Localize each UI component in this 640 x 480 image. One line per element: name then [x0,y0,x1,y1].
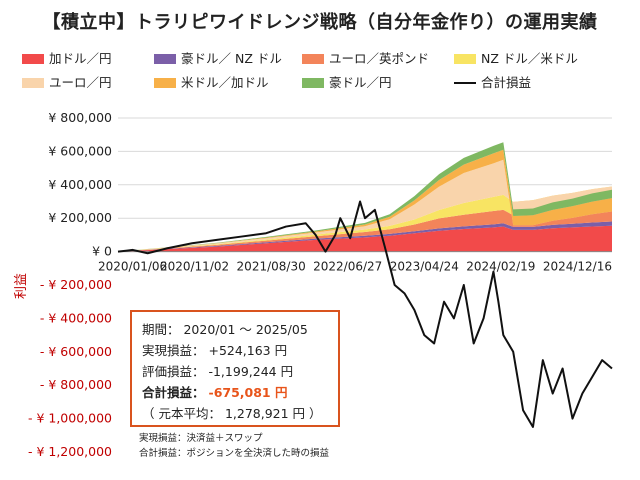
legend-swatch [22,78,44,88]
area-series-3 [118,186,612,252]
summary-period: 期間： 2020/01 〜 2025/05 [142,322,308,337]
x-tick-label: 2024/12/16 [543,260,612,274]
area-series-1 [118,221,612,252]
x-tick-label: 2023/04/24 [390,260,459,274]
note-realized: 実現損益：決済益＋スワップ [139,433,263,444]
y-tick-label: ¥ 800,000 [48,110,112,125]
summary-box: 期間： 2020/01 〜 2025/05 実現損益： +524,163 円 評… [130,310,340,427]
x-tick-label: 2021/08/30 [237,260,306,274]
y-axis-ticks: ¥ 800,000 ¥ 600,000 ¥ 400,000 ¥ 200,000 ¥ 0 -… [28,110,112,459]
legend-swatch [302,78,324,88]
legend-swatch [302,54,324,64]
y-tick-label: ¥ 0 [92,244,112,259]
legend-item-cadjpy: 加ドル／円 [22,48,112,67]
legend-item-audnzd: 豪ドル／ NZ ドル [154,48,282,67]
legend-label: 米ドル／加ドル [181,75,269,90]
legend-label: ユーロ／円 [49,75,112,90]
legend-label: 加ドル／円 [49,51,112,66]
y-axis-label: 利益 [14,273,29,299]
summary-total-value: -675,081 円 [208,385,288,400]
stacked-areas [118,142,612,252]
legend-label: NZ ドル／米ドル [481,51,578,66]
area-series-0 [118,225,612,252]
legend-swatch [154,78,176,88]
legend-label: 豪ドル／円 [329,75,392,90]
summary-total: 合計損益： -675,081 円 [142,382,287,401]
summary-unrealized: 評価損益： -1,199,244 円 [142,364,294,379]
area-series-4 [118,159,612,252]
legend-item-audjpy: 豪ドル／円 [302,72,392,91]
area-series-2 [118,205,612,252]
y-tick-label: - ¥ 200,000 [40,277,112,292]
y-tick-label: ¥ 200,000 [48,210,112,225]
legend-label: 合計損益 [481,75,532,90]
x-tick-label: 2020/11/02 [160,260,229,274]
chart-title: 【積立中】トラリピワイドレンジ戦略（自分年金作り）の運用実績 [42,12,598,33]
legend-swatch [154,54,176,64]
y-tick-label: ¥ 600,000 [48,143,112,158]
legend-label: 豪ドル／ NZ ドル [181,51,282,66]
summary-realized: 実現損益： +524,163 円 [142,343,288,358]
summary-total-label: 合計損益： [142,385,205,400]
legend-item-usdcad: 米ドル／加ドル [154,72,269,91]
y-tick-label: - ¥ 800,000 [40,377,112,392]
legend-item-total: 合計損益 [454,72,531,91]
y-tick-label: - ¥ 1,200,000 [28,444,112,459]
x-tick-label: 2022/06/27 [313,260,382,274]
x-tick-label: 2024/02/19 [466,260,535,274]
y-tick-label: - ¥ 600,000 [40,344,112,359]
legend-swatch [22,54,44,64]
legend-item-eurgbp: ユーロ／英ポンド [302,48,429,67]
y-tick-label: - ¥ 1,000,000 [28,411,112,426]
legend-swatch [454,54,476,64]
y-tick-label: - ¥ 400,000 [40,310,112,325]
legend-label: ユーロ／英ポンド [329,51,430,66]
legend-item-nzdusd: NZ ドル／米ドル [454,48,578,67]
legend-line [454,82,476,84]
legend-item-eurjpy: ユーロ／円 [22,72,112,91]
total-line [117,200,613,428]
y-tick-label: ¥ 400,000 [48,177,112,192]
summary-principal: （ 元本平均： 1,278,921 円 ） [142,406,322,421]
x-tick-label: 2020/01/06 [98,260,167,274]
total-line-group [117,200,613,428]
note-total: 合計損益：ポジションを全決済した時の損益 [139,448,330,459]
